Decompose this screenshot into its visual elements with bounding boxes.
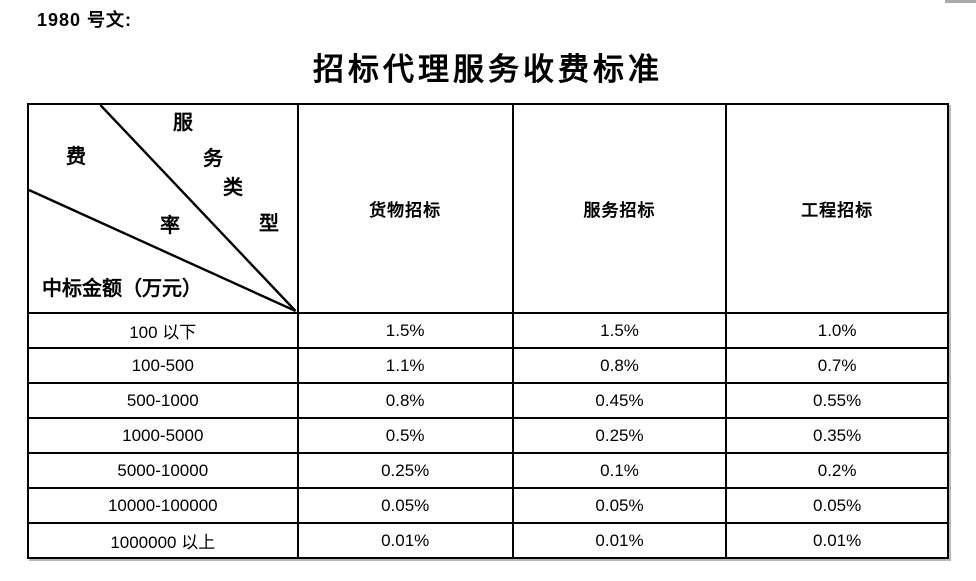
table-row: 100-500 1.1% 0.8% 0.7% (27, 347, 949, 384)
fee-cell: 1.5% (296, 312, 514, 349)
amount-range-cell: 100 以下 (27, 312, 299, 349)
fee-cell: 0.8% (511, 347, 728, 384)
fee-cell: 0.8% (296, 382, 514, 419)
amount-range-cell: 100-500 (27, 347, 299, 384)
fee-standard-table: 服 务 类 型 费 率 中标金额（万元） 货物招标 服务招标 工程招标 100 … (27, 103, 949, 559)
diag-char-service-3: 类 (223, 175, 243, 199)
amount-range-cell: 5000-10000 (27, 452, 299, 489)
amount-range-cell: 1000000 以上 (27, 522, 299, 559)
fee-cell: 0.35% (725, 417, 949, 454)
fee-cell: 0.05% (296, 487, 514, 524)
window-edge-artifact (945, 0, 976, 3)
table-row: 5000-10000 0.25% 0.1% 0.2% (27, 452, 949, 489)
table-row: 500-1000 0.8% 0.45% 0.55% (27, 382, 949, 419)
column-header-services: 服务招标 (511, 103, 728, 314)
fee-cell: 0.05% (511, 487, 728, 524)
document-number-label: 1980 号文: (37, 10, 133, 30)
table-row: 10000-100000 0.05% 0.05% 0.05% (27, 487, 949, 524)
fee-cell: 1.1% (296, 347, 514, 384)
table-row: 1000000 以上 0.01% 0.01% 0.01% (27, 522, 949, 559)
diag-char-rate-2: 率 (160, 213, 180, 237)
fee-cell: 0.55% (725, 382, 949, 419)
table-row: 1000-5000 0.5% 0.25% 0.35% (27, 417, 949, 454)
diag-char-service-2: 务 (203, 146, 223, 170)
fee-cell: 1.5% (511, 312, 728, 349)
fee-cell: 0.1% (511, 452, 728, 489)
fee-cell: 0.45% (511, 382, 728, 419)
diag-char-service-1: 服 (173, 110, 193, 134)
fee-cell: 0.05% (725, 487, 949, 524)
table-row: 100 以下 1.5% 1.5% 1.0% (27, 312, 949, 349)
fee-cell: 0.5% (296, 417, 514, 454)
diag-char-service-4: 型 (259, 211, 279, 235)
column-header-goods: 货物招标 (296, 103, 514, 314)
fee-cell: 0.25% (511, 417, 728, 454)
amount-axis-label: 中标金额（万元） (42, 276, 202, 300)
fee-cell: 0.01% (296, 522, 514, 559)
fee-cell: 0.2% (725, 452, 949, 489)
diagonal-corner-inner: 服 务 类 型 费 率 中标金额（万元） (29, 105, 297, 312)
amount-range-cell: 1000-5000 (27, 417, 299, 454)
page-title: 招标代理服务收费标准 (313, 52, 663, 88)
diagonal-lines (29, 105, 297, 312)
table-header-row: 服 务 类 型 费 率 中标金额（万元） 货物招标 服务招标 工程招标 (27, 103, 949, 314)
fee-cell: 0.01% (511, 522, 728, 559)
diag-char-rate-1: 费 (66, 144, 86, 168)
amount-range-cell: 10000-100000 (27, 487, 299, 524)
fee-cell: 0.25% (296, 452, 514, 489)
amount-range-cell: 500-1000 (27, 382, 299, 419)
fee-cell: 0.7% (725, 347, 949, 384)
diagonal-corner-cell: 服 务 类 型 费 率 中标金额（万元） (27, 103, 299, 314)
fee-cell: 0.01% (725, 522, 949, 559)
fee-cell: 1.0% (725, 312, 949, 349)
column-header-engineering: 工程招标 (725, 103, 949, 314)
